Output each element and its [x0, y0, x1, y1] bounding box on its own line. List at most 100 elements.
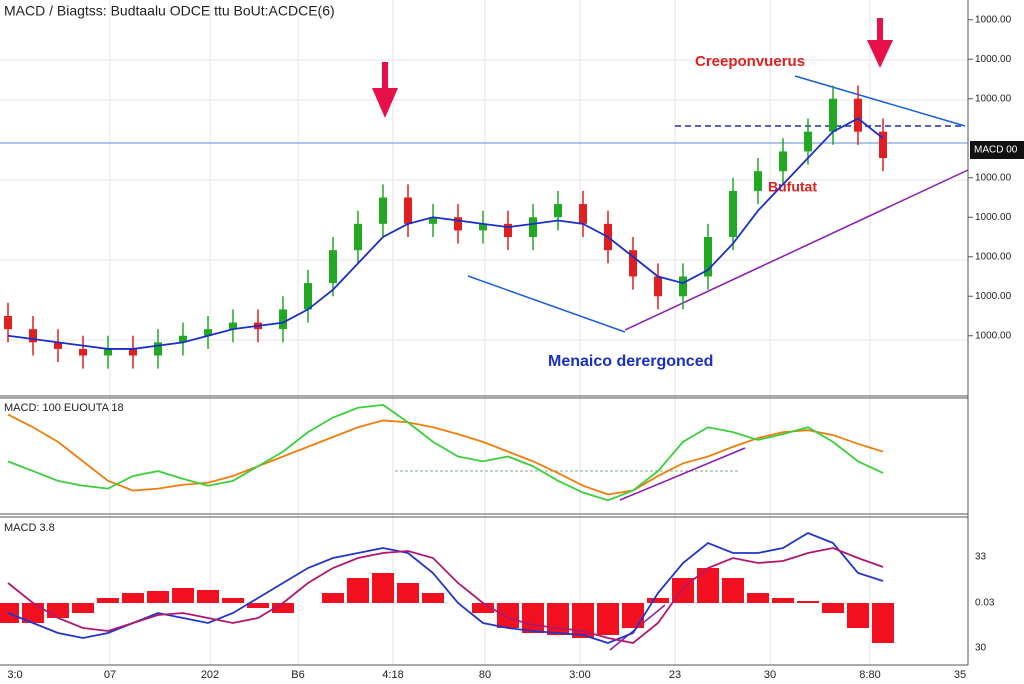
candle-body	[179, 335, 187, 343]
candle-body	[329, 250, 337, 284]
candle-body	[54, 342, 62, 349]
histogram-bar	[22, 603, 44, 623]
annotation: Creeponvuerus	[695, 53, 805, 70]
histogram-bar	[572, 603, 594, 638]
annotation: Bufutat	[768, 179, 817, 195]
x-tick-label: 07	[104, 669, 116, 681]
line	[7, 531, 884, 644]
histogram-bar	[197, 590, 219, 603]
trend-line	[619, 447, 746, 501]
candle-body	[304, 283, 312, 310]
histogram-bar	[397, 583, 419, 603]
histogram-bar	[347, 578, 369, 603]
candle-body	[729, 190, 737, 237]
histogram-bar	[697, 568, 719, 603]
histogram-bar	[547, 603, 569, 635]
candle-body	[804, 131, 812, 152]
candle-body	[879, 131, 887, 158]
candle-body	[579, 204, 587, 224]
candle-body	[829, 98, 837, 132]
x-tick-label: 35	[954, 669, 966, 681]
candle-body	[779, 151, 787, 172]
trend-line	[624, 169, 969, 331]
histogram-bar	[147, 591, 169, 603]
y-tick-label: 1000.00	[975, 54, 1012, 65]
histogram-bar	[172, 588, 194, 603]
candle-body	[754, 171, 762, 191]
candle-body	[704, 237, 712, 277]
candle-body	[404, 197, 412, 224]
price-tag-label: MACD 00	[974, 145, 1018, 156]
x-tick-label: B6	[291, 669, 304, 681]
candle-body	[379, 197, 387, 224]
histogram-bar	[522, 603, 544, 633]
histogram-bar	[422, 593, 444, 603]
y-axis-label: 30	[975, 643, 987, 654]
candle-body	[4, 316, 12, 330]
y-tick-label: 1000.00	[975, 212, 1012, 223]
candle-body	[679, 276, 687, 297]
x-tick-label: 4:18	[382, 669, 403, 681]
histogram-bar	[597, 603, 619, 635]
candle-body	[29, 329, 37, 343]
histogram-bar	[872, 603, 894, 643]
y-tick-label: 1000.00	[975, 251, 1012, 262]
price-tag	[970, 141, 1024, 159]
histogram-bar	[472, 603, 494, 613]
panel-title: MACD: 100 EUOUTA 18	[4, 402, 124, 414]
candle-body	[629, 250, 637, 277]
histogram-bar	[622, 603, 644, 628]
histogram-bar	[497, 603, 519, 628]
histogram-bar	[322, 593, 344, 603]
chart-title: MACD / Biagtss: Budtaalu ODCE ttu BoUt:A…	[4, 3, 335, 19]
candle-body	[229, 322, 237, 330]
x-tick-label: 23	[669, 669, 681, 681]
histogram-bar	[122, 593, 144, 603]
y-tick-label: 1000.00	[975, 14, 1012, 25]
candle-body	[529, 217, 537, 237]
candle-body	[204, 329, 212, 336]
x-tick-label: 8:80	[859, 669, 880, 681]
y-tick-label: 1000.00	[975, 172, 1012, 183]
histogram-bar	[47, 603, 69, 618]
candle-body	[504, 223, 512, 237]
y-tick-label: 1000.00	[975, 291, 1012, 302]
histogram-bar	[272, 603, 294, 613]
candle-body	[854, 98, 862, 132]
x-tick-label: 202	[201, 669, 219, 681]
candle-body	[104, 348, 112, 356]
histogram-bar	[72, 603, 94, 613]
x-tick-label: 80	[479, 669, 491, 681]
trend-line	[794, 75, 966, 127]
histogram-bar	[797, 601, 819, 603]
line	[7, 413, 884, 496]
x-tick-label: 3:0	[7, 669, 22, 681]
x-tick-label: 30	[764, 669, 776, 681]
histogram-bar	[647, 598, 669, 603]
line	[7, 117, 884, 350]
trend-line	[467, 275, 626, 333]
histogram-bar	[97, 598, 119, 603]
histogram-bar	[847, 603, 869, 628]
candle-body	[354, 223, 362, 251]
histogram-bar	[372, 573, 394, 603]
y-axis-label: 33	[975, 552, 987, 563]
candle-body	[129, 348, 137, 356]
y-axis-label: 0.03	[975, 598, 995, 609]
y-tick-label: 1000.00	[975, 93, 1012, 104]
histogram-bar	[747, 593, 769, 603]
histogram-bar	[722, 578, 744, 603]
grid	[0, 0, 968, 665]
candle-body	[479, 223, 487, 231]
candle-body	[654, 276, 662, 297]
line	[7, 547, 884, 644]
candle-body	[554, 204, 562, 218]
candle-body	[279, 309, 287, 330]
annotation: Menaico derergonced	[548, 353, 713, 370]
candle-body	[454, 217, 462, 231]
panel-title: MACD 3.8	[4, 522, 55, 534]
histogram-bar	[247, 603, 269, 608]
candle-body	[154, 342, 162, 356]
line	[7, 403, 884, 502]
